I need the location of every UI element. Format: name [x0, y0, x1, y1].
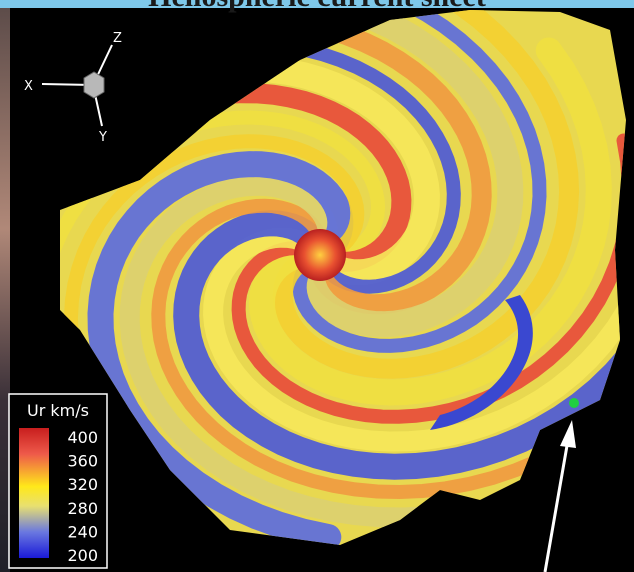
- y-label: Y: [98, 130, 107, 145]
- spiral-arm: [119, 175, 465, 528]
- colorbar-tick-label: 240: [67, 522, 98, 541]
- spiral-arm: [292, 10, 547, 353]
- spiral-arm: [272, 10, 580, 379]
- spiral-arm: [172, 10, 524, 338]
- spiral-arm: [248, 37, 612, 406]
- title: Heliospheric current sheet: [148, 0, 486, 13]
- x-label: X: [24, 79, 33, 94]
- z-label: Z: [113, 31, 122, 46]
- spiral-arm: [60, 83, 412, 380]
- colorbar-tick-label: 280: [67, 499, 98, 518]
- spiral-arm: [60, 110, 386, 467]
- title-band: [0, 0, 634, 8]
- left-strip: [0, 0, 10, 572]
- colorbar-label: Ur km/s: [27, 401, 89, 420]
- arrow-shaft: [543, 439, 570, 572]
- sun: [294, 229, 346, 281]
- colorbar: Ur km/s 400 360 320 280 240 200: [8, 393, 108, 569]
- colorbar-tick-label: 200: [67, 546, 98, 565]
- tube: [430, 295, 533, 430]
- marker: [569, 398, 579, 408]
- triad-cube: [83, 71, 105, 99]
- colorbar-gradient: [19, 428, 49, 558]
- spiral-arm: [231, 133, 626, 424]
- spiral-arm: [203, 227, 626, 452]
- colorbar-tick-label: 400: [67, 428, 98, 447]
- spiral-arm: [173, 210, 626, 480]
- axes-triad: Z X Y: [24, 31, 122, 145]
- arrow-head: [560, 420, 576, 448]
- colorbar-tick-label: 360: [67, 452, 98, 471]
- spiral-arm: [151, 198, 568, 500]
- colorbar-tick-label: 320: [67, 475, 98, 494]
